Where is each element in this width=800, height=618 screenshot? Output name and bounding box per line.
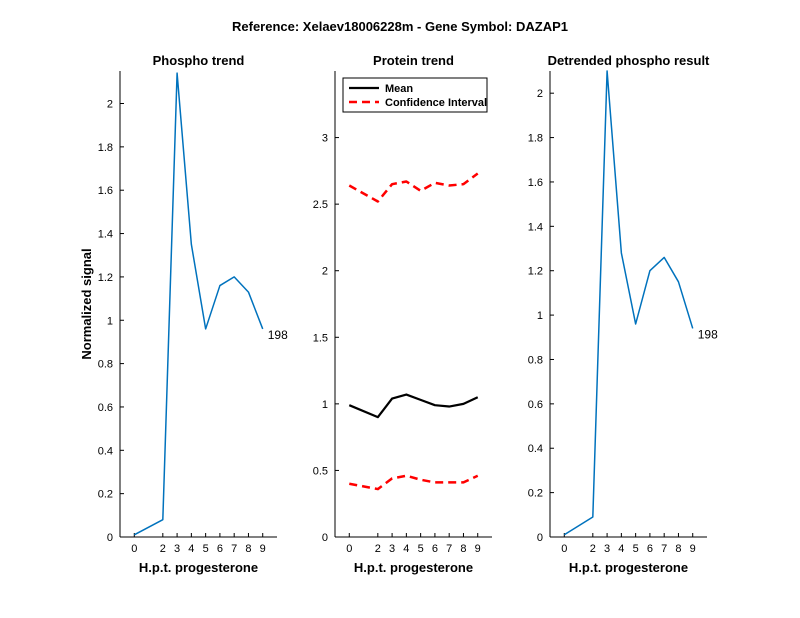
y-tick-label: 1.5 (313, 332, 328, 344)
y-tick-label: 0.5 (313, 465, 328, 477)
y-tick-label: 1.2 (528, 266, 543, 278)
x-tick-label: 7 (661, 543, 667, 555)
panels: 00.20.40.60.811.21.41.61.820 2 3 4 5 6 7 8 9Phos… (79, 53, 718, 575)
y-tick-label: 0 (322, 532, 328, 544)
x-tick-label: 3 (174, 543, 180, 555)
y-tick-label: 0.4 (528, 443, 543, 455)
y-tick-label: 0.6 (528, 399, 543, 411)
x-tick-label: 5 (633, 543, 639, 555)
x-tick-label: 0 (131, 543, 137, 555)
end-point-annotation: 198 (268, 328, 288, 342)
y-tick-label: 1 (107, 315, 113, 327)
legend-box (342, 77, 488, 113)
y-tick-label: 0.8 (98, 359, 113, 371)
y-tick-label: 2 (107, 99, 113, 111)
x-tick-label: 6 (647, 543, 653, 555)
panel-title: Detrended phospho result (548, 53, 710, 68)
y-tick-label: 1 (537, 310, 543, 322)
series-line-1 (133, 72, 264, 536)
x-tick-label: 4 (618, 543, 624, 555)
y-tick-label: 0 (107, 532, 113, 544)
y-tick-label: 0 (537, 532, 543, 544)
x-tick-label: 6 (432, 543, 438, 555)
x-tick-label: 9 (260, 543, 266, 555)
end-point-annotation: 198 (698, 327, 718, 341)
y-axis-label: Normalized signal (79, 248, 94, 359)
x-tick-label: 8 (245, 543, 251, 555)
x-axis-label: H.p.t. progesterone (354, 560, 473, 575)
x-tick-label: 7 (231, 543, 237, 555)
legend-label: Mean (385, 83, 413, 95)
y-tick-label: 1.8 (98, 142, 113, 154)
y-tick-label: 2.5 (313, 199, 328, 211)
x-tick-label: 3 (389, 543, 395, 555)
series-line-2 (348, 172, 479, 203)
x-tick-label: 5 (418, 543, 424, 555)
x-tick-label: 2 (590, 543, 596, 555)
y-tick-label: 1.6 (98, 185, 113, 197)
y-tick-label: 3 (322, 133, 328, 145)
x-tick-label: 4 (403, 543, 409, 555)
x-tick-label: 9 (475, 543, 481, 555)
y-tick-label: 1.6 (528, 177, 543, 189)
x-tick-label: 2 (160, 543, 166, 555)
x-tick-label: 4 (188, 543, 194, 555)
figure-suptitle: Reference: Xelaev18006228m - Gene Symbol… (232, 19, 568, 34)
x-tick-label: 0 (561, 543, 567, 555)
y-tick-label: 1.4 (528, 221, 543, 233)
y-tick-label: 1.2 (98, 272, 113, 284)
series-line-1 (348, 393, 479, 419)
x-tick-label: 7 (446, 543, 452, 555)
y-tick-label: 0.8 (528, 354, 543, 366)
panel-title: Phospho trend (153, 53, 245, 68)
x-tick-label: 3 (604, 543, 610, 555)
y-tick-label: 1.8 (528, 133, 543, 145)
series-line-1 (563, 70, 694, 536)
legend-label: Confidence Interval (385, 97, 487, 109)
y-tick-label: 2 (322, 266, 328, 278)
y-tick-label: 2 (537, 88, 543, 100)
panel-title: Protein trend (373, 53, 454, 68)
x-tick-label: 2 (375, 543, 381, 555)
y-tick-label: 0.6 (98, 402, 113, 414)
chart-panel-3: 00.20.40.60.811.21.41.61.820 2 3 4 5 6 7 8 9Detr… (528, 53, 718, 575)
chart-panel-1: 00.20.40.60.811.21.41.61.820 2 3 4 5 6 7 8 9Phos… (79, 53, 288, 575)
x-tick-label: 9 (690, 543, 696, 555)
y-tick-label: 0.4 (98, 445, 113, 457)
x-tick-label: 8 (460, 543, 466, 555)
y-tick-label: 0.2 (98, 489, 113, 501)
x-tick-label: 5 (203, 543, 209, 555)
x-axis-label: H.p.t. progesterone (139, 560, 258, 575)
x-axis-label: H.p.t. progesterone (569, 560, 688, 575)
x-tick-label: 0 (346, 543, 352, 555)
y-tick-label: 1 (322, 399, 328, 411)
x-tick-label: 8 (675, 543, 681, 555)
y-tick-label: 1.4 (98, 229, 113, 241)
y-tick-label: 0.2 (528, 488, 543, 500)
x-tick-label: 6 (217, 543, 223, 555)
